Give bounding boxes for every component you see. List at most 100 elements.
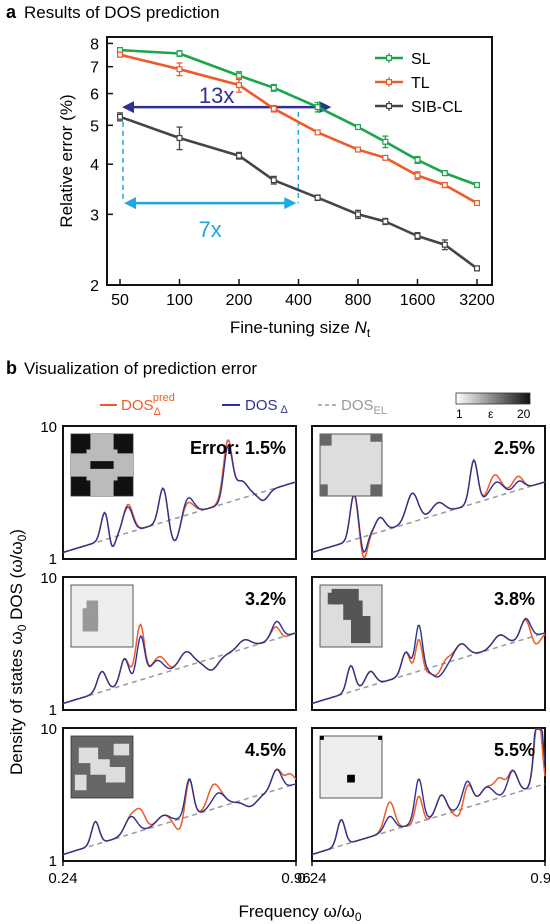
data-point	[414, 232, 421, 239]
panel-b-legend: DOSΔpred DOS Δ DOSEL	[100, 392, 387, 418]
data-point	[414, 156, 421, 163]
panel-a-title: Results of DOS prediction	[24, 3, 220, 22]
curve-dos-el	[311, 632, 546, 705]
unit-cell-region	[90, 616, 99, 632]
unit-cell-region	[320, 434, 332, 446]
unit-cell-region	[327, 592, 340, 605]
series-line-SL	[119, 48, 478, 187]
curve-dos-true	[311, 458, 546, 554]
data-point	[382, 218, 389, 225]
y-tick-label: 1	[49, 702, 57, 719]
unit-cell-inset	[70, 584, 134, 648]
subplot: 3.8%	[311, 576, 546, 711]
panel-b-ylabel: Density of states ω0 DOS (ω/ω0)	[7, 529, 29, 775]
legend-true-label: DOS Δ	[245, 397, 289, 416]
unit-cell-region	[320, 484, 328, 496]
x-tick-label: 0.24	[48, 870, 77, 887]
unit-cell-region	[113, 453, 133, 477]
unit-cell-region	[113, 743, 130, 756]
panel-a-series	[116, 47, 481, 272]
unit-cell-region	[86, 600, 99, 620]
annotation-13x: 13x	[199, 83, 234, 108]
panel-b-letter: b	[6, 358, 17, 378]
series-line-SIB-CL	[119, 115, 478, 270]
panel-b-subplots: Error: 1.5%1012.5%3.2%1013.8%4.5%1010.24…	[40, 419, 550, 887]
x-tick-label: 400	[285, 292, 312, 309]
data-point	[474, 200, 481, 207]
legend-marker	[386, 78, 393, 85]
unit-cell-region	[90, 759, 110, 775]
legend-marker	[386, 54, 393, 61]
data-point	[314, 194, 321, 201]
colorbar-min: 1	[456, 407, 463, 421]
data-point	[236, 152, 243, 159]
subplot: 3.2% 10 1	[40, 570, 297, 719]
x-tick-label: 800	[345, 292, 372, 309]
unit-cell-region	[347, 774, 355, 783]
legend-label-SIB-CL: SIB-CL	[411, 99, 463, 116]
y-tick-label: 1	[49, 551, 57, 568]
unit-cell-region	[343, 600, 363, 620]
data-point	[270, 177, 277, 184]
data-point	[441, 182, 448, 189]
subplot: 5.5% 0.24 0.96	[297, 727, 550, 887]
colorbar-label: ε	[488, 407, 494, 421]
curve-dos-true	[311, 617, 546, 705]
y-tick-label: 3	[90, 207, 99, 224]
unit-cell-region	[370, 484, 382, 496]
data-point	[441, 241, 448, 248]
y-tick-label: 10	[40, 570, 57, 587]
curve-dos-el	[62, 481, 297, 554]
colorbar-max: 20	[517, 407, 531, 421]
data-point	[474, 265, 481, 272]
legend-label-SL: SL	[411, 51, 431, 68]
y-tick-label: 6	[90, 87, 99, 104]
arrow-13x-head-left	[122, 101, 134, 114]
curve-dos-true	[62, 443, 297, 554]
legend-pred-label: DOSΔpred	[121, 392, 175, 418]
x-tick-label: 0.96	[530, 870, 550, 887]
data-point	[441, 170, 448, 177]
panel-a-letter: a	[6, 2, 17, 22]
legend-label-TL: TL	[411, 75, 430, 92]
data-point	[355, 124, 362, 131]
panel-b-xlabel: Frequency ω/ω0	[239, 902, 362, 924]
colorbar	[455, 392, 531, 405]
unit-cell-region	[351, 616, 371, 644]
curve-dos-el	[62, 632, 297, 705]
x-tick-label: 0.24	[297, 870, 326, 887]
annotation-7x: 7x	[199, 217, 222, 242]
subplot: Error: 1.5% 10 1	[40, 419, 297, 568]
x-tick-label: 1600	[400, 292, 436, 309]
error-label: 3.8%	[494, 589, 535, 609]
data-point	[270, 84, 277, 91]
y-tick-label: 4	[90, 157, 99, 174]
y-tick-label: 5	[90, 118, 99, 135]
error-label: 3.2%	[245, 589, 286, 609]
unit-cell-region	[105, 767, 126, 783]
unit-cell-region	[74, 774, 87, 791]
legend-el-label: DOSEL	[341, 397, 387, 417]
panel-a-ylabel: Relative error (%)	[57, 94, 76, 227]
unit-cell-region	[378, 736, 382, 740]
data-point	[236, 82, 243, 89]
y-tick-label: 10	[40, 419, 57, 436]
x-tick-label: 200	[226, 292, 253, 309]
unit-cell-region	[320, 736, 324, 740]
curve-dos-true	[62, 620, 297, 705]
panel-a-legend: SL TL SIB-CL	[375, 51, 463, 116]
data-point	[176, 50, 183, 57]
y-tick-label: 10	[40, 721, 57, 738]
y-tick-label: 8	[90, 36, 99, 53]
unit-cell-region	[90, 434, 114, 450]
unit-cell-region	[86, 449, 118, 462]
subplot: 2.5%	[311, 425, 546, 560]
subplot: 4.5% 10 10.24 0.96	[40, 721, 310, 887]
data-point	[382, 154, 389, 161]
x-tick-label: 3200	[459, 292, 495, 309]
data-point	[116, 51, 123, 58]
data-point	[355, 146, 362, 153]
panel-a-axes: 2 3 4 5 6 7 8 50 100 200 400 800 1600 3200	[90, 36, 495, 309]
arrow-7x-head-left	[124, 197, 136, 210]
